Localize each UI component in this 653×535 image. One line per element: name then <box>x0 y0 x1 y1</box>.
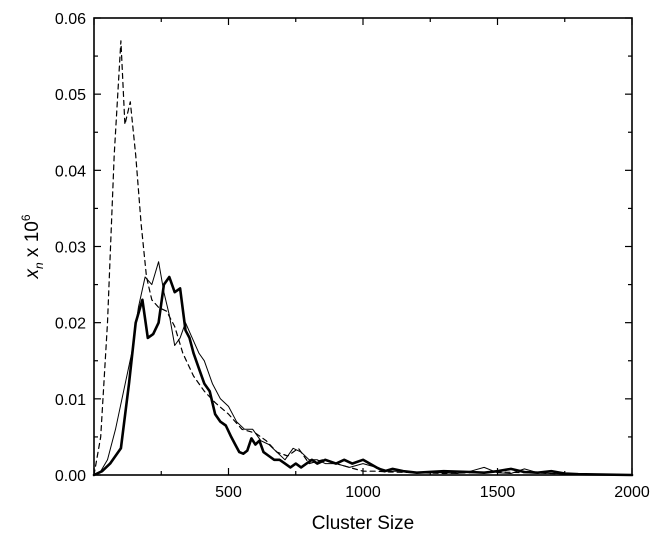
y-axis-title-var: x <box>22 268 43 280</box>
x-tick-label: 1000 <box>345 484 381 501</box>
x-tick-label: 1500 <box>480 484 516 501</box>
y-axis-title-mid: x 10 <box>22 221 43 262</box>
tick-layer: 500 1000 1500 2000 0.00 0.01 0.02 0.03 0.04 0.05 0… <box>55 11 650 501</box>
x-axis-title: Cluster Size <box>312 513 414 534</box>
y-tick-label: 0.04 <box>55 163 86 180</box>
plot-frame <box>93 17 633 476</box>
y-tick-label: 0.01 <box>55 392 86 409</box>
series-layer <box>92 40 634 477</box>
y-tick-label: 0.00 <box>55 468 86 485</box>
series-line-thin-solid <box>93 261 633 476</box>
y-axis-title-sub: n <box>32 262 46 269</box>
x-tick-label: 2000 <box>614 484 650 501</box>
y-tick-label: 0.06 <box>55 11 86 28</box>
y-tick-label: 0.05 <box>55 87 86 104</box>
y-axis-title-exp: 6 <box>19 214 33 221</box>
series-line-thick-solid <box>92 275 634 477</box>
x-tick-label: 500 <box>215 484 242 501</box>
y-tick-label: 0.03 <box>55 240 86 257</box>
series-line-dashed <box>93 40 633 476</box>
y-tick-label: 0.02 <box>55 316 86 333</box>
y-axis-title: xn x 106 <box>19 214 46 279</box>
